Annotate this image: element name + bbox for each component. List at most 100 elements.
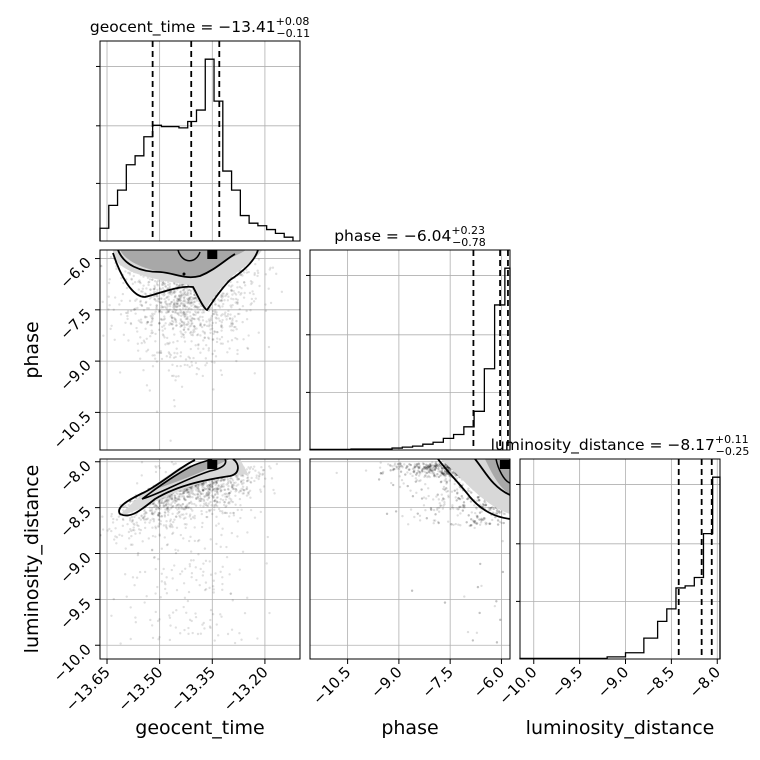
sample-point	[166, 311, 169, 314]
sample-point	[214, 303, 217, 306]
sample-point	[174, 290, 177, 294]
sample-point	[170, 497, 173, 501]
sample-point	[162, 282, 166, 285]
sample-point	[151, 314, 154, 317]
sample-point	[227, 488, 230, 491]
sample-point	[189, 330, 193, 334]
sample-point	[393, 467, 396, 471]
sample-point	[144, 518, 147, 521]
sample-point	[182, 322, 186, 325]
sample-point	[179, 319, 183, 322]
sample-point	[106, 529, 109, 532]
sample-point	[445, 481, 449, 484]
sample-point	[440, 469, 444, 473]
sample-point	[151, 548, 154, 552]
sample-point	[229, 285, 233, 288]
sample-point	[180, 495, 184, 498]
sample-point	[202, 483, 205, 486]
sample-point	[166, 286, 169, 290]
sample-point	[221, 326, 224, 329]
sample-point	[187, 298, 190, 302]
sample-point	[417, 466, 421, 470]
sample-point	[254, 262, 257, 266]
sample-point	[473, 511, 477, 515]
sample-point	[183, 326, 186, 329]
sample-point	[189, 302, 192, 306]
sample-point	[183, 340, 187, 343]
sample-point	[471, 639, 475, 642]
sample-point	[233, 291, 236, 295]
sample-point	[496, 511, 499, 514]
sample-point	[174, 496, 177, 499]
sample-point	[185, 495, 189, 498]
sample-point	[253, 479, 256, 483]
sample-point	[210, 490, 213, 493]
sample-point	[178, 282, 182, 286]
sample-point	[221, 510, 224, 513]
sample-point	[131, 282, 135, 286]
sample-point	[159, 288, 163, 291]
sample-point	[201, 488, 205, 492]
sample-point	[225, 483, 228, 486]
sample-point	[250, 476, 253, 480]
sample-point	[162, 505, 165, 508]
sample-point	[217, 522, 220, 525]
sample-point	[457, 497, 460, 500]
sample-point	[222, 295, 225, 298]
sample-point	[179, 516, 182, 519]
sample-point	[219, 342, 223, 345]
sample-point	[252, 300, 256, 303]
sample-point	[150, 510, 154, 514]
sample-point	[207, 494, 211, 497]
sample-point	[110, 324, 113, 327]
sample-point	[205, 484, 209, 488]
sample-point	[228, 497, 231, 500]
sample-point	[476, 515, 479, 518]
sample-point	[107, 308, 110, 311]
sample-point	[430, 469, 434, 473]
sample-point	[183, 293, 186, 296]
sample-point	[126, 314, 129, 318]
sample-point	[482, 503, 486, 507]
sample-point	[134, 307, 137, 310]
sample-point	[183, 498, 187, 502]
sample-point	[236, 301, 239, 305]
sample-point	[136, 551, 140, 555]
sample-point	[221, 527, 224, 530]
sample-point	[170, 316, 174, 319]
sample-point	[495, 512, 499, 515]
sample-point	[134, 299, 137, 302]
sample-point	[174, 311, 178, 314]
sample-point	[159, 317, 163, 321]
sample-point	[246, 531, 249, 534]
sample-point	[143, 518, 146, 521]
sample-point	[160, 572, 163, 575]
sample-point	[173, 318, 177, 321]
sample-point	[256, 637, 259, 640]
sample-point	[192, 493, 195, 496]
sample-point	[180, 335, 183, 338]
sample-point	[151, 502, 155, 506]
sample-point	[233, 315, 237, 318]
sample-point	[187, 492, 191, 495]
sample-point	[204, 503, 207, 507]
sample-point	[157, 500, 161, 503]
sample-point	[212, 496, 215, 499]
sample-point	[237, 483, 240, 486]
sample-point	[234, 490, 237, 493]
sample-point	[231, 487, 234, 490]
sample-point	[215, 486, 219, 489]
sample-point	[457, 496, 460, 500]
sample-point	[184, 516, 187, 520]
sample-point	[182, 491, 186, 494]
sample-point	[190, 317, 194, 320]
sample-point	[193, 484, 197, 488]
sample-point	[213, 310, 216, 314]
sample-point	[203, 336, 206, 339]
sample-point	[192, 356, 195, 360]
sample-point	[228, 325, 232, 328]
sample-point	[189, 301, 193, 304]
sample-point	[426, 468, 429, 471]
sample-point	[381, 472, 384, 475]
sample-point	[139, 320, 142, 324]
